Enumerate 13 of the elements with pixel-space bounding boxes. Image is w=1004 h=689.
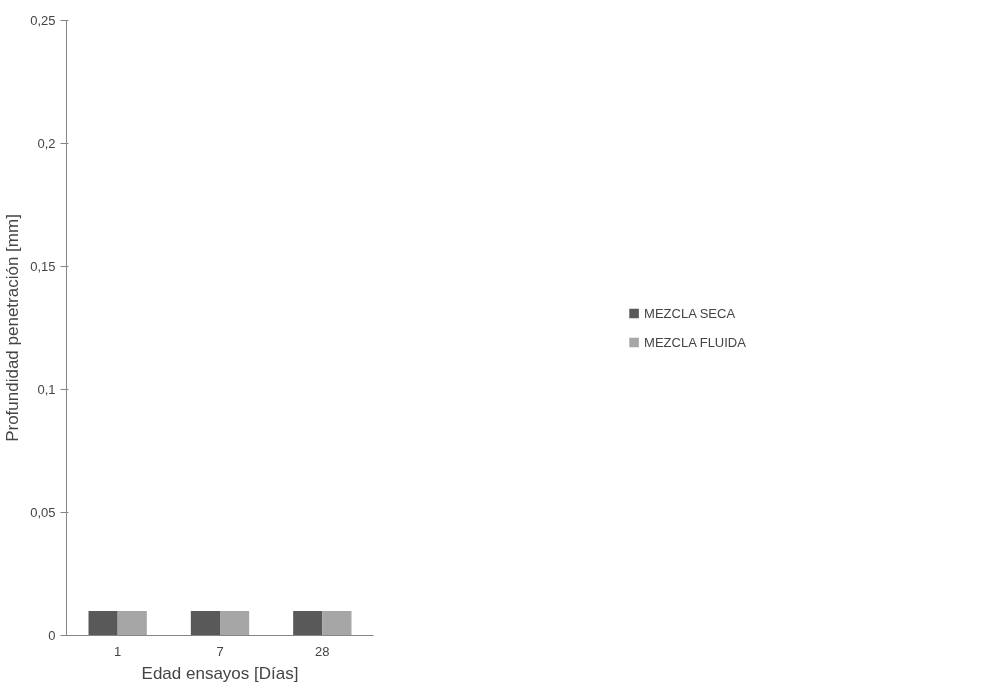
legend-label: MEZCLA SECA <box>644 305 736 321</box>
x-axis-title: Edad ensayos [Días] <box>141 663 299 683</box>
x-tick-label: 1 <box>114 643 122 659</box>
y-tick-label: 0,1 <box>37 382 56 397</box>
y-tick-label: 0,15 <box>30 259 56 274</box>
y-axis-title: Profundidad penetración [mm] <box>3 214 23 442</box>
x-tick-label: 7 <box>216 643 224 659</box>
y-tick-label: 0 <box>48 628 56 643</box>
legend-label: MEZCLA FLUIDA <box>644 334 746 350</box>
y-tick-label: 0,05 <box>30 505 56 520</box>
x-tick-label: 28 <box>315 643 330 659</box>
y-tick-label: 0,25 <box>30 13 56 28</box>
y-tick-label: 0,2 <box>37 136 56 151</box>
